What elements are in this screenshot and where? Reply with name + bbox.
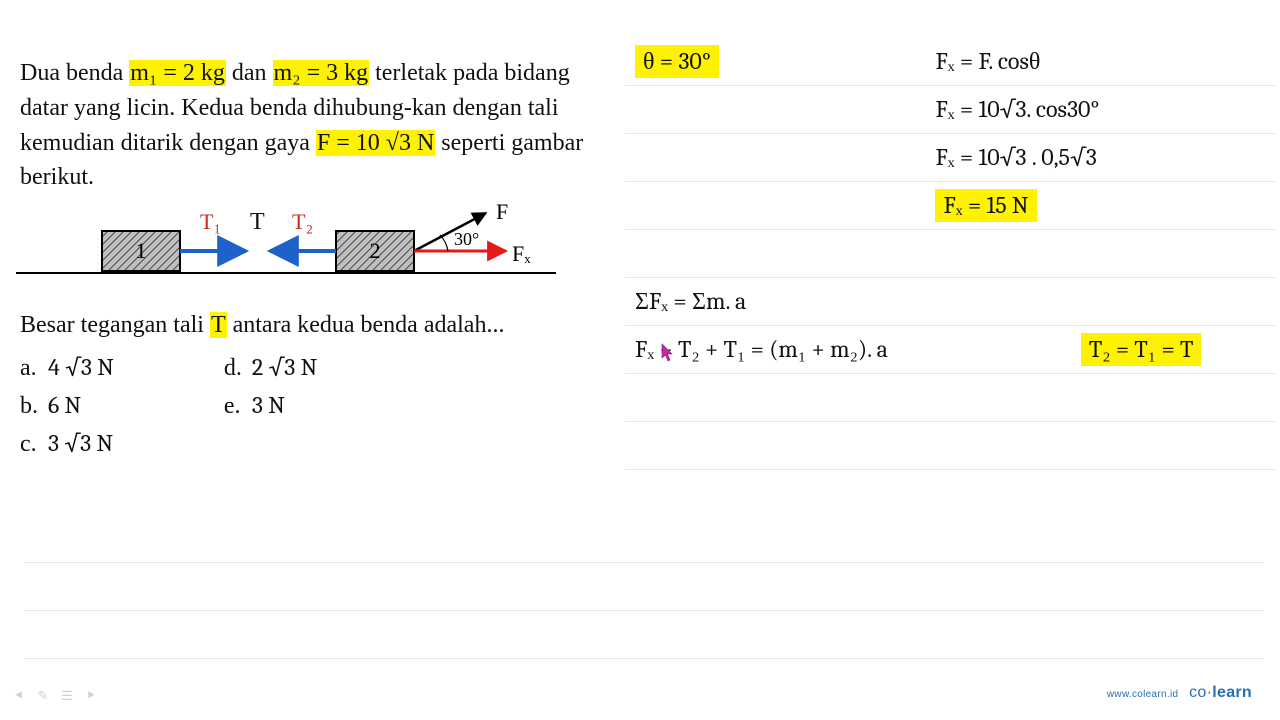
menu-icon[interactable]: ☰	[60, 688, 74, 704]
answer-e: e.3 N	[224, 387, 317, 425]
work-row-blank2	[625, 374, 1275, 422]
answer-d: d.2 √3 N	[224, 349, 317, 387]
text: Dua benda	[20, 60, 129, 86]
cell: θ = 30°	[635, 45, 935, 78]
footer-toolbar[interactable]: ⯇ ✎ ☰ ⯈	[12, 688, 98, 704]
svg-text:Fₓ: Fₓ	[512, 241, 531, 266]
svg-text:T₁: T₁	[200, 209, 221, 234]
horizontal-rule	[24, 610, 1264, 611]
work-row-4: Fₓ = 15 N	[625, 182, 1275, 230]
brand-part-a: co·	[1189, 684, 1212, 701]
answer-letter: c.	[20, 426, 48, 463]
answer-a: a.4 √3 N	[20, 349, 114, 387]
cursor-icon	[661, 343, 675, 363]
answer-value: 6 N	[48, 391, 81, 419]
answer-value: 3 N	[252, 391, 285, 419]
cell: T₂ = T₁ = T	[1081, 333, 1265, 366]
problem-text: Dua benda m₁ = 2 kg dan m₂ = 3 kg terlet…	[20, 56, 610, 195]
answer-value: 2 √3 N	[252, 353, 317, 381]
answers-col-left: a.4 √3 N b.6 N c.3 √3 N	[20, 349, 114, 464]
footer-url: www.colearn.id	[1107, 689, 1178, 700]
nav-right-icon[interactable]: ⯈	[84, 688, 98, 704]
highlight-m2: m₂ = 3 kg	[273, 60, 370, 86]
answer-value: 4 √3 N	[48, 353, 114, 381]
answer-letter: a.	[20, 350, 48, 387]
question-text: Besar tegangan tali T antara kedua benda…	[20, 306, 610, 344]
t-equality-box: T₂ = T₁ = T	[1081, 333, 1202, 366]
svg-text:T₂: T₂	[292, 209, 313, 234]
problem-column: Dua benda m₁ = 2 kg dan m₂ = 3 kg terlet…	[20, 56, 610, 463]
fx-result-box: Fₓ = 15 N	[935, 189, 1036, 222]
horizontal-rule	[24, 658, 1264, 659]
cell: Fₓ = 15 N	[935, 189, 1265, 222]
svg-text:2: 2	[370, 238, 381, 263]
text: Besar tegangan tali	[20, 312, 210, 338]
pen-icon[interactable]: ✎	[36, 688, 50, 704]
work-row-newton1: ΣFₓ = Σm. a	[625, 278, 1275, 326]
answer-letter: d.	[224, 350, 252, 387]
work-row-blank3	[625, 422, 1275, 470]
work-row-1: θ = 30° Fₓ = F. cosθ	[625, 38, 1275, 86]
answer-value: 3 √3 N	[48, 429, 113, 457]
answer-letter: b.	[20, 388, 48, 425]
newton-eq-2: Fₓ − T₂ + T₁ = (m₁ + m₂). a	[635, 335, 1081, 364]
answer-b: b.6 N	[20, 387, 114, 425]
work-row-2: Fₓ = 10√3. cos30°	[625, 86, 1275, 134]
answer-letter: e.	[224, 388, 252, 425]
footer-brand: www.colearn.id co·learn	[1107, 684, 1252, 702]
svg-text:30°: 30°	[454, 229, 479, 249]
brand-part-b: learn	[1212, 684, 1252, 701]
answer-c: c.3 √3 N	[20, 425, 114, 463]
horizontal-rule	[24, 562, 1264, 563]
theta-box: θ = 30°	[635, 45, 719, 78]
svg-text:1: 1	[136, 238, 147, 263]
physics-diagram: 1 2 T₁ T T₂ F Fₓ 30°	[16, 203, 610, 300]
brand-logo-text: co·learn	[1189, 684, 1252, 701]
svg-text:F: F	[496, 203, 508, 224]
newton-eq-1: ΣFₓ = Σm. a	[635, 287, 1105, 316]
work-row-blank	[625, 230, 1275, 278]
work-row-newton2: Fₓ − T₂ + T₁ = (m₁ + m₂). a T₂ = T₁ = T	[625, 326, 1275, 374]
work-row-blank4	[625, 470, 1275, 518]
answer-choices: a.4 √3 N b.6 N c.3 √3 N d.2 √3 N e.3 N	[20, 349, 610, 464]
highlight-F: F = 10 √3 N	[316, 130, 435, 156]
highlight-m1: m₁ = 2 kg	[129, 60, 226, 86]
solution-column: θ = 30° Fₓ = F. cosθ Fₓ = 10√3. cos30° F…	[625, 38, 1275, 518]
text: dan	[226, 60, 273, 86]
fx-line-3: Fₓ = 10√3 . 0,5√3	[935, 143, 1265, 172]
text: antara kedua benda adalah...	[227, 312, 505, 338]
nav-left-icon[interactable]: ⯇	[12, 688, 26, 704]
work-row-3: Fₓ = 10√3 . 0,5√3	[625, 134, 1275, 182]
fx-line-1: Fₓ = F. cosθ	[935, 47, 1265, 76]
svg-text:T: T	[250, 209, 265, 235]
answers-col-right: d.2 √3 N e.3 N	[224, 349, 317, 464]
page: Dua benda m₁ = 2 kg dan m₂ = 3 kg terlet…	[0, 0, 1280, 720]
highlight-T: T	[210, 312, 227, 338]
fx-line-2: Fₓ = 10√3. cos30°	[935, 95, 1265, 124]
